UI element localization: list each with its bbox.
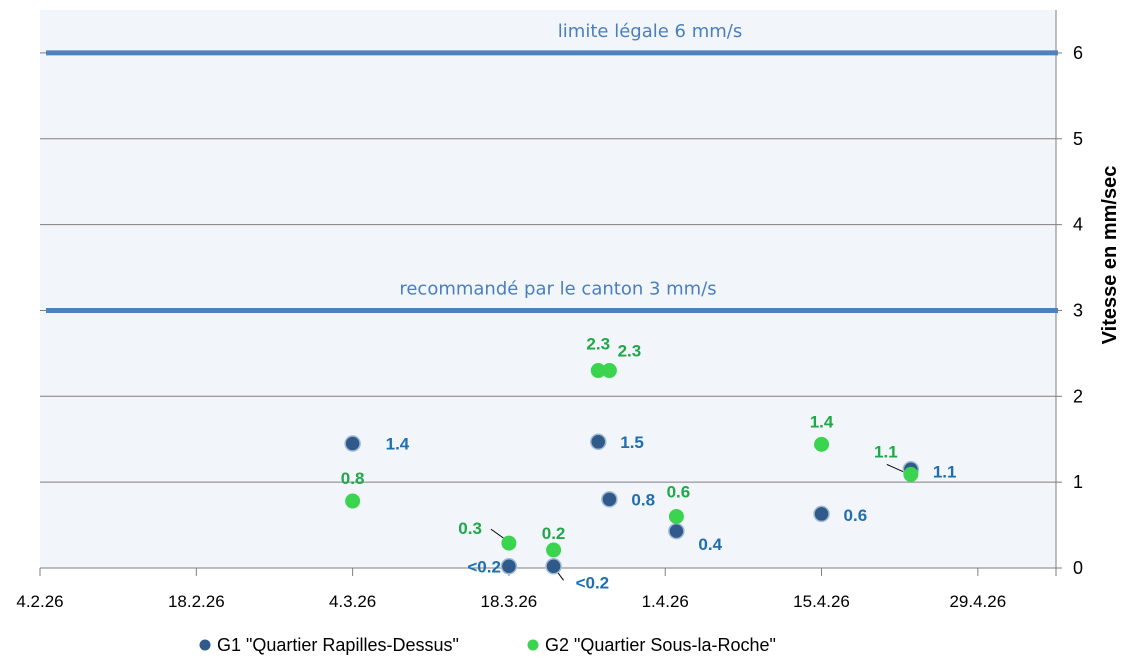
x-tick-label: 29.4.26: [949, 592, 1006, 611]
data-label-g2: 2.3: [586, 335, 610, 354]
y-tick-label: 6: [1073, 43, 1083, 63]
y-tick-label: 4: [1073, 215, 1083, 235]
legend-label-g2: G2 "Quartier Sous-la-Roche": [545, 635, 776, 655]
data-point-g2: [814, 436, 830, 452]
data-label-g2: 1.4: [810, 412, 834, 431]
x-tick-label: 15.4.26: [793, 592, 850, 611]
data-label-g1: <0.2: [576, 573, 610, 592]
data-label-g1: 0.6: [844, 506, 868, 525]
data-point-g1: [813, 505, 830, 523]
data-point-g2: [668, 508, 684, 524]
data-point-g1: [344, 435, 361, 452]
data-point-g2: [546, 542, 562, 558]
data-point-g1: [601, 491, 618, 508]
y-tick-label: 2: [1073, 386, 1083, 406]
data-points: [344, 363, 920, 575]
threshold-lines: limite légale 6 mm/s recommandé par le ca…: [46, 21, 1058, 313]
data-label-g1: <0.2: [467, 557, 501, 576]
label-connector: [490, 528, 506, 540]
x-tick-label: 1.4.26: [642, 592, 689, 611]
data-label-g1: 1.1: [933, 462, 957, 481]
data-point-g2: [903, 466, 919, 482]
data-label-g1: 0.8: [631, 490, 655, 509]
data-label-g2: 0.2: [542, 524, 566, 543]
y-tick-label: 1: [1073, 472, 1083, 492]
x-tick-label: 4.2.26: [16, 592, 63, 611]
x-tick-label: 4.3.26: [329, 592, 376, 611]
x-tick-label: 18.3.26: [481, 592, 538, 611]
legend-label-g1: G1 "Quartier Rapilles-Dessus": [217, 635, 459, 655]
data-label-g1: 1.4: [386, 435, 410, 454]
label-connectors: [490, 463, 906, 581]
legend-marker-g1: [199, 639, 211, 651]
legend: G1 "Quartier Rapilles-Dessus" G2 "Quartie…: [199, 635, 776, 655]
label-connector: [557, 571, 564, 581]
y-axis-label: Vitesse en mm/sec: [1099, 166, 1121, 345]
data-label-g2: 0.8: [341, 469, 365, 488]
data-label-g1: 1.5: [620, 433, 644, 452]
label-connector: [886, 463, 906, 473]
data-label-g1: 0.4: [698, 535, 722, 554]
legend-marker-g2: [527, 639, 539, 651]
data-point-g2: [601, 363, 617, 379]
threshold-label-6: limite légale 6 mm/s: [558, 21, 742, 42]
data-label-g2: 2.3: [618, 342, 642, 361]
data-point-g1: [668, 522, 685, 540]
threshold-label-3: recommandé par le canton 3 mm/s: [399, 278, 716, 299]
data-label-g2: 0.6: [667, 482, 691, 501]
x-tick-label: 18.2.26: [168, 592, 225, 611]
y-tick-label: 0: [1073, 558, 1083, 578]
data-labels: 1.4 <0.2 <0.2 1.5 0.8 0.4 0.6 1.1 0.8 0.3 0.2 2.3 2.…: [341, 335, 957, 593]
data-point-g1: [500, 558, 518, 575]
data-point-g2: [501, 535, 517, 551]
data-label-g2: 0.3: [458, 519, 482, 538]
data-point-g1: [545, 558, 562, 575]
data-point-g2: [345, 493, 361, 509]
data-label-g2: 1.1: [874, 442, 898, 461]
plot-area: [40, 10, 1056, 568]
y-axis-ticks: 0 1 2 3 4 5 6: [1056, 43, 1083, 578]
y-tick-label: 5: [1073, 129, 1083, 149]
x-axis-ticks: 4.2.26 18.2.26 4.3.26 18.3.26 1.4.26 15.4.26 2…: [16, 568, 1006, 611]
data-point-g2: [590, 363, 606, 379]
y-tick-label: 3: [1073, 300, 1083, 320]
data-point-g1: [589, 433, 607, 451]
